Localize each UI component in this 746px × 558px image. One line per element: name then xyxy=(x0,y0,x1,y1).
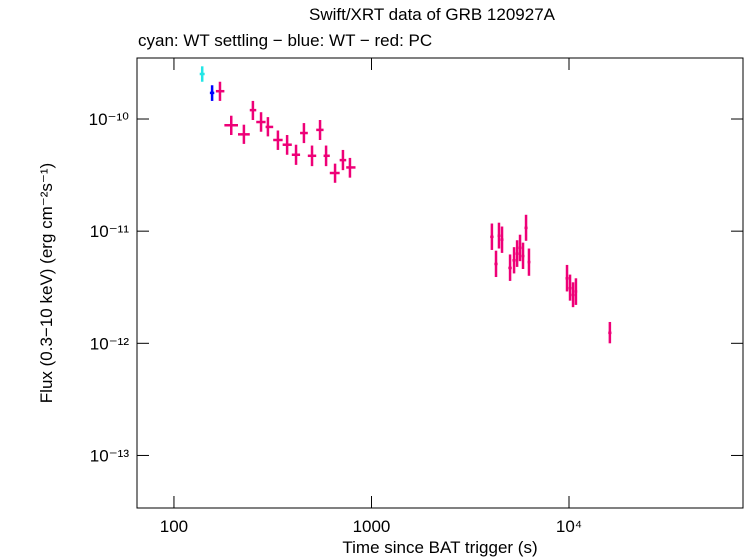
data-point xyxy=(346,157,356,178)
data-point xyxy=(224,115,239,136)
data-point xyxy=(508,254,512,281)
data-point xyxy=(323,145,330,167)
x-tick-label: 100 xyxy=(160,517,188,536)
data-point xyxy=(574,278,578,305)
data-point xyxy=(291,144,301,165)
data-point xyxy=(199,66,205,82)
data-point xyxy=(238,124,250,144)
data-point xyxy=(256,112,266,132)
y-tick-label: 10⁻¹³ xyxy=(90,446,130,465)
data-point xyxy=(568,274,572,301)
data-point xyxy=(515,240,519,267)
data-point xyxy=(265,117,274,137)
data-point xyxy=(518,234,522,262)
data-point xyxy=(490,223,494,250)
plot-frame xyxy=(136,57,744,509)
data-point xyxy=(249,100,257,120)
data-point xyxy=(209,85,215,101)
data-point xyxy=(300,123,308,144)
data-point xyxy=(494,250,498,278)
data-point xyxy=(608,321,612,344)
chart-subtitle: cyan: WT settling − blue: WT − red: PC xyxy=(138,31,432,50)
data-point xyxy=(273,130,283,150)
data-point xyxy=(339,149,347,171)
y-tick-label: 10⁻¹¹ xyxy=(90,222,130,241)
x-tick-label: 10⁴ xyxy=(556,517,582,536)
data-point xyxy=(329,163,340,183)
data-point xyxy=(497,222,501,249)
x-tick-label: 1000 xyxy=(353,517,391,536)
chart-title: Swift/XRT data of GRB 120927A xyxy=(309,5,556,24)
x-axis-label: Time since BAT trigger (s) xyxy=(342,538,537,557)
data-point xyxy=(521,242,525,269)
y-tick-label: 10⁻¹⁰ xyxy=(89,110,130,129)
data-point xyxy=(512,247,516,274)
data-point xyxy=(527,248,531,276)
data-point xyxy=(215,81,225,101)
data-point xyxy=(500,226,504,253)
data-point xyxy=(565,264,569,292)
data-point xyxy=(571,282,575,308)
data-point xyxy=(282,135,292,155)
data-point xyxy=(307,145,317,167)
data-point xyxy=(524,214,528,241)
y-axis-label: Flux (0.3−10 keV) (erg cm⁻²s⁻¹) xyxy=(37,163,56,403)
y-tick-label: 10⁻¹² xyxy=(90,334,130,353)
data-point xyxy=(316,119,324,140)
